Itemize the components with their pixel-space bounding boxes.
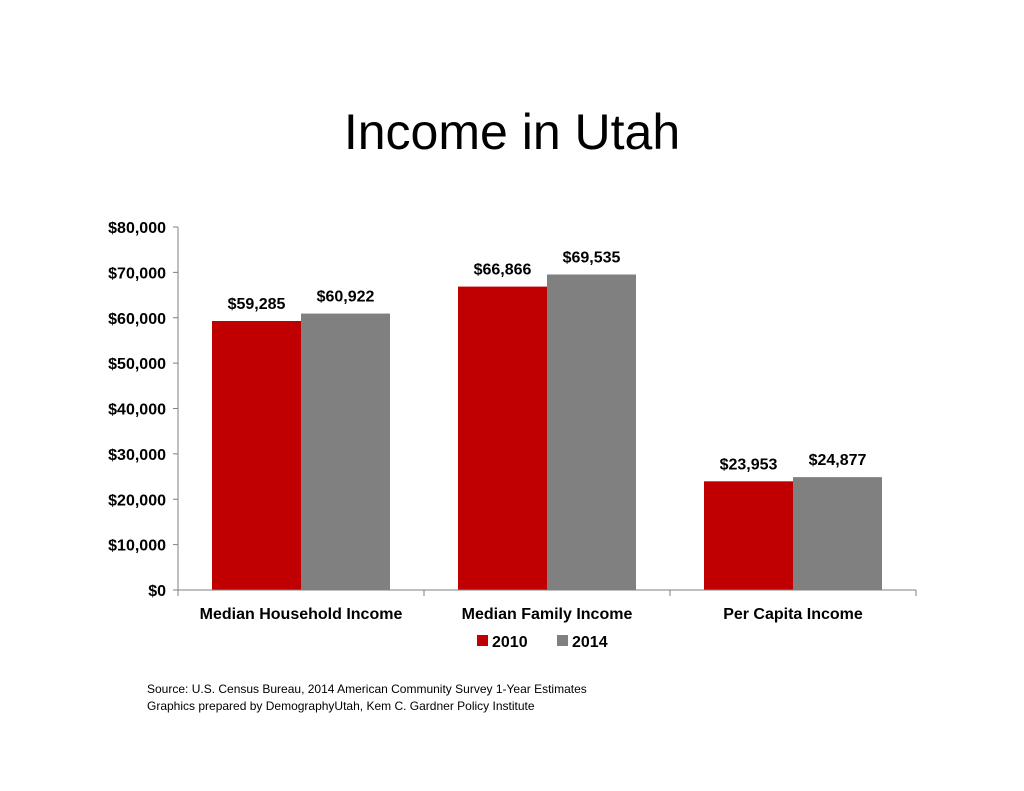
bar-2014 <box>301 313 390 590</box>
source-line: Source: U.S. Census Bureau, 2014 America… <box>147 682 587 696</box>
y-tick-label: $20,000 <box>108 492 166 509</box>
legend: 2010 2014 <box>477 634 608 651</box>
bars <box>212 274 882 590</box>
y-tick-label: $60,000 <box>108 311 166 328</box>
bar-2010 <box>704 481 793 590</box>
legend-swatch <box>557 635 568 646</box>
data-label: $60,922 <box>317 289 375 306</box>
data-label: $24,877 <box>809 452 867 469</box>
legend-label: 2014 <box>572 634 608 651</box>
y-tick-label: $30,000 <box>108 447 166 464</box>
credit-line: Graphics prepared by DemographyUtah, Kem… <box>147 699 535 713</box>
y-tick-label: $10,000 <box>108 538 166 555</box>
y-tick-label: $0 <box>148 583 166 600</box>
bar-2010 <box>458 286 547 590</box>
x-tick-label: Median Family Income <box>462 606 633 623</box>
bar-2014 <box>793 477 882 590</box>
bar-2010 <box>212 320 301 590</box>
y-tick-label: $50,000 <box>108 356 166 373</box>
y-tick-label: $40,000 <box>108 402 166 419</box>
data-label: $69,535 <box>563 249 621 266</box>
data-label: $23,953 <box>720 456 778 473</box>
x-tick-label: Median Household Income <box>200 606 403 623</box>
x-tick-label: Per Capita Income <box>723 606 863 623</box>
page-title: Income in Utah <box>343 104 681 160</box>
source-note: Source: U.S. Census Bureau, 2014 America… <box>147 681 587 715</box>
data-label: $59,285 <box>228 296 286 313</box>
data-label: $66,866 <box>474 262 532 279</box>
y-tick-label: $70,000 <box>108 265 166 282</box>
axes <box>177 227 917 596</box>
legend-label: 2010 <box>492 634 528 651</box>
legend-swatch <box>477 635 488 646</box>
category-labels: Median Household Income Median Family Inc… <box>200 606 863 623</box>
y-tick-label: $80,000 <box>108 220 166 237</box>
y-axis-ticks: $0 $10,000 $20,000 $30,000 $40,000 $50,000 $60… <box>108 220 178 600</box>
data-labels: $59,285 $60,922 $66,866 $69,535 $23,953 $24,8… <box>228 249 867 473</box>
bar-2014 <box>547 274 636 590</box>
